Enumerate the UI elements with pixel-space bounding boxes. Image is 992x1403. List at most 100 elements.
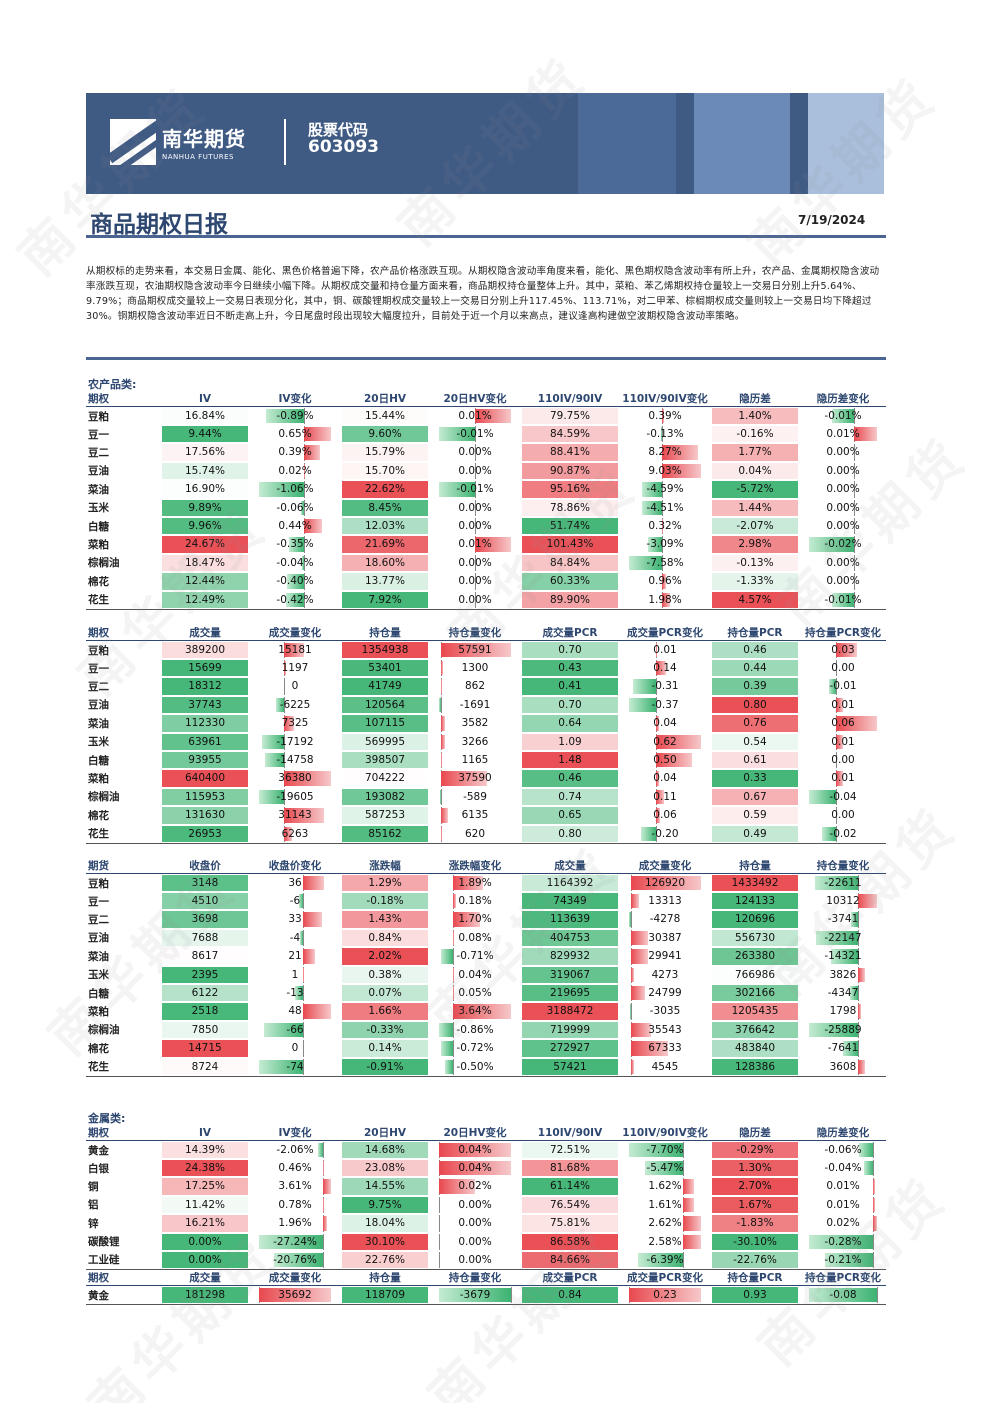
table-cell: 1	[250, 966, 340, 984]
cell-value: 0.01%	[826, 428, 860, 440]
negative-bar	[274, 1252, 323, 1267]
positive-bar	[629, 1288, 701, 1302]
row-label: 豆二	[88, 681, 109, 694]
bar-axis	[303, 536, 305, 553]
negative-bar	[863, 1161, 873, 1176]
table-row: 锌 16.21% 1.96% 18.04% 0.00% 75.81% 2.62% -1.83%…	[86, 1214, 886, 1232]
table-cell: 95.16%	[520, 480, 620, 498]
table-cell: 0.65%	[250, 425, 340, 443]
positive-bar	[322, 1179, 331, 1194]
cell-heat-fill	[712, 966, 798, 983]
table-row: 花生 8724 -74 -0.91% -0.50% 57421 4545 128386 3608	[86, 1057, 886, 1077]
negative-bar	[276, 697, 285, 713]
table-cell: 862	[430, 677, 520, 695]
table-cell: 12.44%	[160, 572, 250, 590]
column-header: 20日HV	[340, 1125, 430, 1141]
bar-axis	[836, 678, 838, 695]
table-cell: 219695	[520, 984, 620, 1002]
cell-heat-fill	[712, 1142, 798, 1158]
cell-value: 0.00%	[826, 483, 860, 496]
cell-heat-fill	[162, 678, 248, 695]
table-cell: 0.33	[710, 769, 800, 787]
table-row: 玉米 63961 -17192 569995 3266 1.09 0.62 0.54 0.01	[86, 733, 886, 751]
cell-value: 7688	[191, 931, 219, 944]
table-cell: 0.03	[800, 641, 886, 660]
table-cell: 1.66%	[340, 1002, 430, 1020]
table-cell: -4	[250, 929, 340, 947]
table-cell: 16.21%	[160, 1214, 250, 1232]
cell-heat-fill	[342, 696, 428, 714]
cell-heat-fill	[342, 948, 428, 965]
column-header: IV	[160, 1125, 250, 1141]
table-cell: 12.03%	[340, 517, 430, 535]
cell-value: -19605	[276, 790, 314, 803]
cell-value: 0.00%	[826, 446, 860, 459]
table-cell: 9.03%	[620, 462, 710, 480]
cell-value: 319067	[549, 968, 591, 981]
table-cell: -22.76%	[710, 1250, 800, 1270]
table-cell: 0.01%	[800, 1177, 886, 1195]
positive-bar	[475, 537, 511, 552]
cell-heat-fill	[712, 875, 798, 891]
cell-heat-fill	[712, 1003, 798, 1020]
table-row: 菜油 8617 21 2.02% -0.71% 829932 29941 263380 -143…	[86, 947, 886, 965]
bar-axis	[303, 481, 305, 498]
header-stripe	[694, 93, 790, 194]
bar-axis	[631, 911, 633, 928]
table-cell: 263380	[710, 947, 800, 965]
table-cell: 8.45%	[340, 499, 430, 517]
cell-heat-fill	[522, 499, 618, 516]
positive-bar	[857, 1004, 862, 1019]
bar-axis	[303, 554, 305, 572]
table-cell: 719999	[520, 1021, 620, 1039]
table-cell: -2.06%	[250, 1141, 340, 1160]
cell-value: 1.70%	[458, 913, 492, 926]
bar-axis	[655, 678, 657, 695]
cell-heat-fill	[712, 807, 798, 824]
cell-value: 0.84	[558, 1289, 582, 1301]
table-cell: -14758	[250, 751, 340, 769]
cell-value: 115953	[184, 790, 226, 803]
cell-value: 0.78%	[278, 1198, 312, 1211]
table-cell: 0.38%	[340, 966, 430, 984]
cell-value: 15699	[188, 662, 222, 674]
cell-value: 78.86%	[549, 501, 591, 514]
negative-bar	[439, 1288, 511, 1302]
table-cell: 272927	[520, 1039, 620, 1057]
positive-bar	[284, 643, 304, 657]
column-header: 持仓量	[340, 1270, 430, 1286]
table-cell: 9.60%	[340, 425, 430, 443]
positive-bar	[631, 1059, 634, 1074]
table-cell: -27.24%	[250, 1233, 340, 1251]
table-cell: 1197	[250, 659, 340, 677]
stock-code-label: 股票代码	[308, 121, 369, 139]
cell-value: 1300	[461, 662, 489, 674]
column-header: 持仓量变化	[800, 858, 886, 874]
table-row: 豆粕 3148 36 1.29% 1.89% 1164392 126920 1433492 -2…	[86, 874, 886, 893]
cell-value: 0.01%	[458, 410, 492, 422]
cell-value: -0.72%	[456, 1042, 494, 1055]
table-row: 玉米 9.89% -0.06% 8.45% 0.00% 78.86% -4.51% 1.44%…	[86, 499, 886, 517]
cell-heat-fill	[712, 1196, 798, 1214]
bar-axis	[857, 1021, 859, 1039]
negative-bar	[808, 1022, 858, 1038]
cell-heat-fill	[162, 1142, 248, 1158]
table-cell: 14.68%	[340, 1141, 430, 1160]
cell-value: 0.01	[831, 735, 855, 748]
table-cell: 9.75%	[340, 1196, 430, 1214]
cell-value: 15181	[278, 644, 312, 656]
column-header: 持仓量PCR变化	[800, 1270, 886, 1286]
cell-value: 9.89%	[188, 501, 222, 514]
table-cell: 29941	[620, 947, 710, 965]
table-cell: 1798	[800, 1002, 886, 1020]
cell-value: 1205435	[731, 1005, 779, 1018]
table-cell: 6122	[160, 984, 250, 1002]
column-header: 隐历差变化	[800, 391, 886, 407]
table-cell: 0.00%	[800, 572, 886, 590]
cell-value: -5.72%	[736, 483, 774, 496]
cell-heat-fill	[522, 481, 618, 498]
negative-bar	[629, 1004, 632, 1019]
cell-value: 63961	[188, 735, 222, 748]
cell-value: 0.49	[743, 827, 767, 840]
cell-heat-fill	[342, 733, 428, 750]
